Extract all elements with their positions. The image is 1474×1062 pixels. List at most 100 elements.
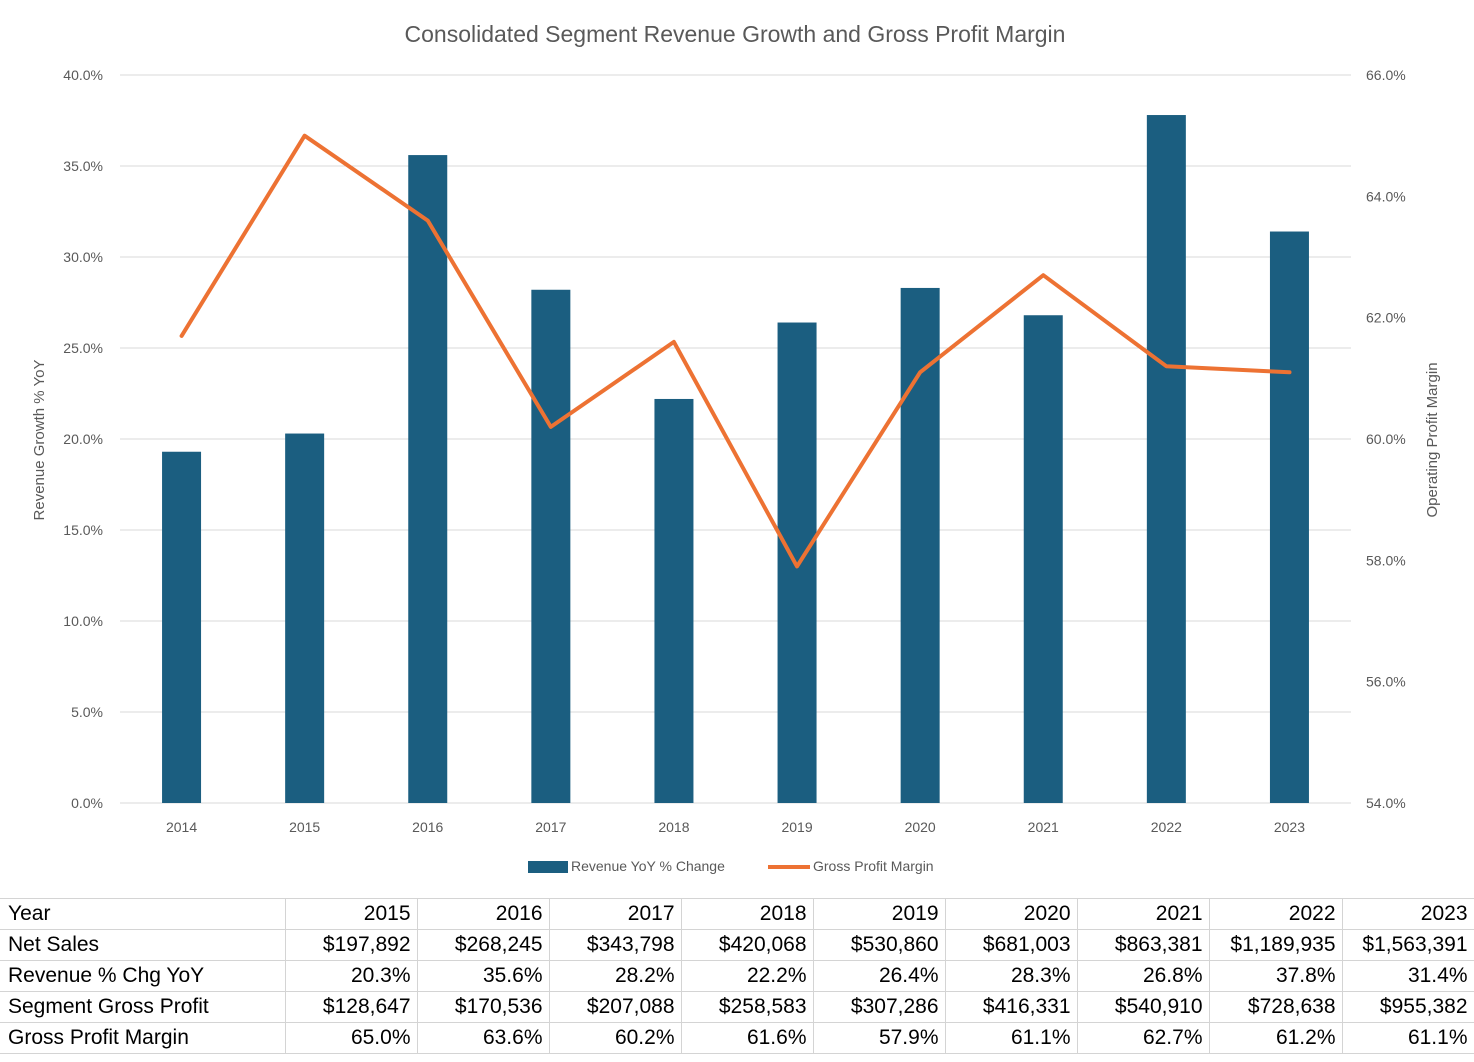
table-cell: 2023	[1342, 898, 1474, 930]
table-cell: 28.2%	[549, 960, 682, 992]
right-tick-label: 66.0%	[1366, 67, 1406, 83]
left-tick-label: 15.0%	[63, 522, 103, 538]
x-tick-label: 2022	[1151, 819, 1182, 835]
legend-label-bar: Revenue YoY % Change	[571, 858, 725, 874]
table-cell: $728,638	[1209, 991, 1343, 1023]
table-cell: $307,286	[813, 991, 946, 1023]
left-tick-label: 25.0%	[63, 340, 103, 356]
table-cell: $420,068	[681, 929, 814, 961]
table-cell: $268,245	[417, 929, 550, 961]
right-axis-title: Operating Profit Margin	[1424, 362, 1441, 517]
table-cell: 61.6%	[681, 1022, 814, 1054]
table-row: Revenue % Chg YoY 20.3% 35.6% 28.2% 22.2% 26.…	[0, 960, 1474, 992]
table-cell: 28.3%	[945, 960, 1078, 992]
legend-label-line: Gross Profit Margin	[813, 858, 934, 874]
table-cell: $863,381	[1077, 929, 1210, 961]
table-cell: 61.1%	[1342, 1022, 1474, 1054]
bar-2021	[1023, 315, 1063, 803]
table-cell: 35.6%	[417, 960, 550, 992]
x-tick-label: 2021	[1028, 819, 1059, 835]
table-cell: 60.2%	[549, 1022, 682, 1054]
table-cell: 2015	[285, 898, 418, 930]
bar-2020	[900, 287, 940, 803]
table-cell: 2018	[681, 898, 814, 930]
row-label: Gross Profit Margin	[0, 1022, 286, 1054]
table-cell: 2019	[813, 898, 946, 930]
table-cell: 62.7%	[1077, 1022, 1210, 1054]
combo-chart: Consolidated Segment Revenue Growth and …	[31, 21, 1441, 874]
table-row: Net Sales $197,892 $268,245 $343,798 $420,06…	[0, 929, 1474, 961]
table-cell: $258,583	[681, 991, 814, 1023]
table-row: Segment Gross Profit $128,647 $170,536 $207…	[0, 991, 1474, 1023]
table-row: Gross Profit Margin 65.0% 63.6% 60.2% 61.6% 5…	[0, 1022, 1474, 1054]
gross-profit-margin-line	[179, 133, 1292, 569]
table-cell: 2016	[417, 898, 550, 930]
x-tick-label: 2017	[535, 819, 566, 835]
table-cell: $170,536	[417, 991, 550, 1023]
row-label: Segment Gross Profit	[0, 991, 286, 1023]
x-tick-label: 2014	[166, 819, 197, 835]
left-axis-title: Revenue Growth % YoY	[31, 360, 48, 521]
data-table: Year 2015 2016 2017 2018 2019 2020 2021 2022 2023…	[0, 898, 1474, 1054]
gridlines	[120, 74, 1351, 804]
right-tick-label: 54.0%	[1366, 795, 1406, 811]
row-label: Net Sales	[0, 929, 286, 961]
table-cell: 61.2%	[1209, 1022, 1343, 1054]
table-cell: $540,910	[1077, 991, 1210, 1023]
table-cell: 31.4%	[1342, 960, 1474, 992]
x-axis-ticks: 2014 2015 2016 2017 2018 2019 2020 2021 2022 2023	[166, 819, 1305, 835]
left-tick-label: 40.0%	[63, 67, 103, 83]
bar-2017	[531, 289, 571, 803]
table-cell: 26.8%	[1077, 960, 1210, 992]
x-tick-label: 2016	[412, 819, 443, 835]
bar-2016	[408, 155, 448, 803]
legend: Revenue YoY % Change Gross Profit Margin	[528, 858, 934, 874]
bar-2014	[162, 451, 202, 803]
right-tick-label: 62.0%	[1366, 310, 1406, 326]
left-tick-label: 35.0%	[63, 158, 103, 174]
table-cell: $128,647	[285, 991, 418, 1023]
left-tick-label: 30.0%	[63, 249, 103, 265]
table-cell: $416,331	[945, 991, 1078, 1023]
table-cell: $207,088	[549, 991, 682, 1023]
bar-2023	[1269, 231, 1309, 803]
table-cell: 2021	[1077, 898, 1210, 930]
chart-title: Consolidated Segment Revenue Growth and …	[405, 21, 1066, 47]
x-tick-label: 2023	[1274, 819, 1305, 835]
x-tick-label: 2019	[781, 819, 812, 835]
table-cell: 20.3%	[285, 960, 418, 992]
bar-2018	[654, 398, 694, 803]
bar-series	[162, 115, 1309, 804]
table-header-row: Year 2015 2016 2017 2018 2019 2020 2021 2022 2023	[0, 898, 1474, 930]
x-tick-label: 2018	[658, 819, 689, 835]
table-cell: 65.0%	[285, 1022, 418, 1054]
table-cell: 2022	[1209, 898, 1343, 930]
legend-swatch-bar	[528, 861, 568, 873]
right-tick-label: 58.0%	[1366, 552, 1406, 568]
bar-2015	[285, 433, 325, 803]
x-tick-label: 2015	[289, 819, 320, 835]
chart-area: Consolidated Segment Revenue Growth and …	[31, 21, 1441, 874]
left-tick-label: 5.0%	[71, 704, 103, 720]
right-tick-label: 60.0%	[1366, 431, 1406, 447]
x-tick-label: 2020	[905, 819, 936, 835]
right-axis-ticks: 54.0% 56.0% 58.0% 60.0% 62.0% 64.0% 66.0%	[1366, 67, 1406, 811]
table-cell: 61.1%	[945, 1022, 1078, 1054]
table-cell: $1,563,391	[1342, 929, 1474, 961]
left-tick-label: 10.0%	[63, 613, 103, 629]
left-tick-label: 20.0%	[63, 431, 103, 447]
table-cell: 2017	[549, 898, 682, 930]
table-cell: 2020	[945, 898, 1078, 930]
row-label: Revenue % Chg YoY	[0, 960, 286, 992]
table-cell: $1,189,935	[1209, 929, 1343, 961]
table-cell: 37.8%	[1209, 960, 1343, 992]
table-cell: 22.2%	[681, 960, 814, 992]
right-tick-label: 56.0%	[1366, 674, 1406, 690]
table-cell: 26.4%	[813, 960, 946, 992]
table-cell: $955,382	[1342, 991, 1474, 1023]
line-series	[179, 133, 1292, 569]
bar-2022	[1146, 115, 1186, 804]
left-axis-ticks: 0.0% 5.0% 10.0% 15.0% 20.0% 25.0% 30.0% 35.0% 40…	[63, 67, 103, 811]
table-cell: $681,003	[945, 929, 1078, 961]
row-label: Year	[0, 898, 286, 930]
